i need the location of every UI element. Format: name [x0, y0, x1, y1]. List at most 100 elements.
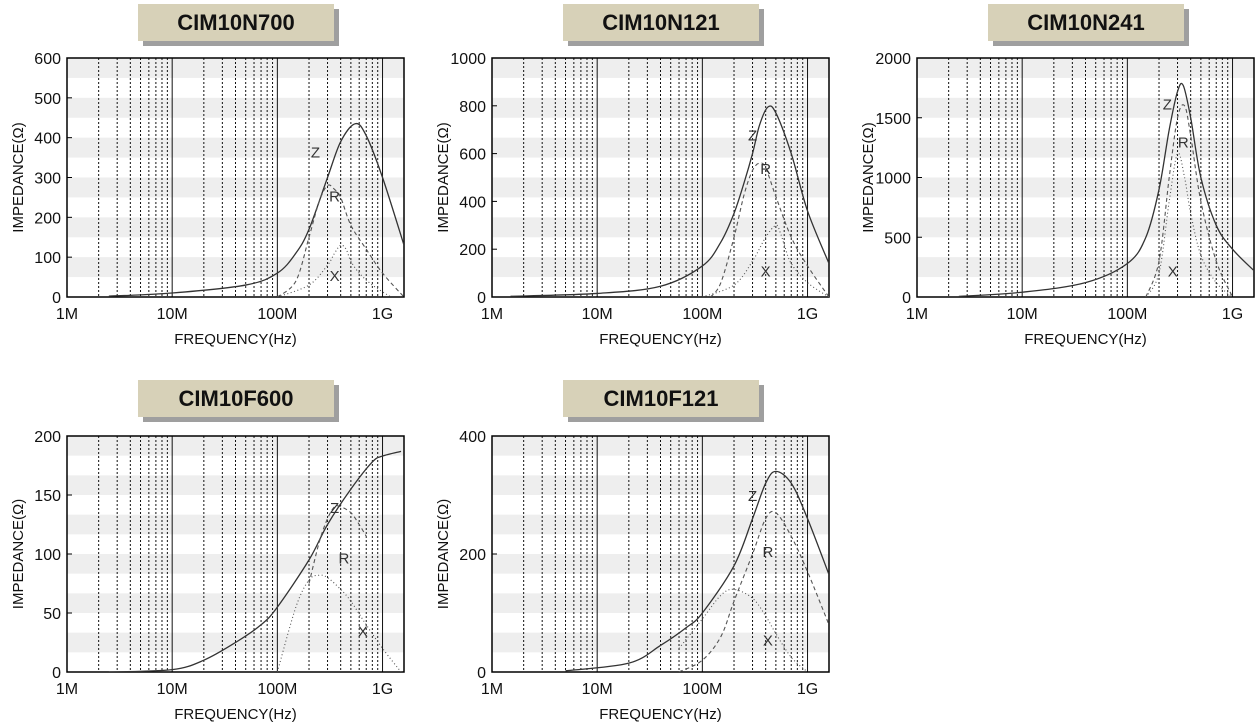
chart-title: CIM10F600 — [138, 380, 334, 417]
series-label-z: Z — [311, 145, 320, 162]
y-axis-label: IMPEDANCE(Ω) — [435, 122, 452, 232]
series-label-x: X — [358, 624, 368, 641]
series-label-r: R — [760, 161, 771, 178]
series-label-x: X — [763, 633, 773, 650]
series-line-z — [565, 470, 829, 672]
chart-svg: 0 200 400 600 800 1000 1M 10M 100M 1G FREQUENCY(Hz… — [435, 51, 830, 348]
chart-title: CIM10F121 — [563, 380, 759, 417]
series-line-x — [702, 224, 829, 297]
series-line-r — [1145, 104, 1234, 297]
chart-svg: 0 50 100 150 200 1M 10M 100M 1G FREQUENCY(Hz) IMPE… — [10, 429, 405, 723]
x-tick-label: 100M — [682, 306, 722, 323]
x-tick-label: 100M — [682, 681, 722, 698]
series-line-r — [308, 505, 367, 584]
chart-panel-0: CIM10N700 0 100 200 300 400 500 600 1M 10M 100M 1G F… — [0, 0, 425, 350]
chart-svg: 0 200 400 1M 10M 100M 1G FREQUENCY(Hz) IMPEDANCE… — [435, 429, 830, 723]
y-tick-label: 0 — [477, 665, 486, 682]
y-tick-label: 0 — [52, 665, 61, 682]
y-tick-label: 400 — [459, 194, 486, 211]
y-tick-label: 500 — [884, 230, 911, 247]
y-tick-label: 0 — [52, 290, 61, 307]
y-tick-label: 1000 — [450, 51, 486, 68]
x-tick-label: 10M — [157, 306, 188, 323]
x-tick-label: 10M — [582, 306, 613, 323]
y-axis-label: IMPEDANCE(Ω) — [10, 499, 27, 609]
x-tick-label: 1G — [372, 681, 393, 698]
series-label-x: X — [330, 268, 340, 285]
y-tick-label: 800 — [459, 99, 486, 116]
y-tick-label: 50 — [43, 606, 61, 623]
y-tick-label: 200 — [34, 210, 61, 227]
y-axis-label: IMPEDANCE(Ω) — [435, 499, 452, 609]
x-axis-label: FREQUENCY(Hz) — [599, 706, 722, 723]
grid-lines — [523, 58, 809, 297]
series-label-r: R — [762, 544, 773, 561]
x-tick-label: 10M — [582, 681, 613, 698]
y-tick-label: 1000 — [875, 171, 911, 188]
series-label-x: X — [761, 264, 771, 281]
chart-panel-4: CIM10F121 0 200 400 1M 10M 100M 1G FREQUENCY(Hz)… — [425, 376, 850, 726]
x-tick-label: 1G — [797, 306, 818, 323]
x-axis-label: FREQUENCY(Hz) — [599, 331, 722, 348]
y-tick-label: 400 — [459, 429, 486, 446]
y-tick-label: 600 — [459, 147, 486, 164]
series-label-r: R — [339, 551, 350, 568]
series-label-z: Z — [748, 488, 757, 505]
y-tick-label: 200 — [459, 242, 486, 259]
series-line-x — [277, 244, 392, 297]
y-axis-label: IMPEDANCE(Ω) — [10, 122, 27, 232]
x-axis-label: FREQUENCY(Hz) — [174, 331, 297, 348]
chart-title: CIM10N700 — [138, 4, 334, 41]
x-tick-label: 1G — [372, 306, 393, 323]
plot-frame — [491, 57, 830, 298]
series-label-r: R — [1178, 135, 1189, 152]
series-label-z: Z — [1163, 96, 1172, 113]
grid-band — [492, 593, 829, 613]
y-tick-label: 0 — [477, 290, 486, 307]
series-line-z — [958, 82, 1254, 297]
chart-panel-1: CIM10N121 0 200 400 600 800 1000 1M 10M 100M 1G FRE… — [425, 0, 850, 350]
y-tick-label: 100 — [34, 250, 61, 267]
x-tick-label: 1G — [1222, 306, 1243, 323]
y-tick-label: 600 — [34, 51, 61, 68]
grid-band — [67, 593, 404, 613]
y-tick-label: 100 — [34, 547, 61, 564]
x-tick-label: 10M — [1007, 306, 1038, 323]
grid-lines — [523, 436, 809, 672]
x-tick-label: 1M — [56, 681, 78, 698]
y-tick-label: 0 — [902, 290, 911, 307]
chart-panel-3: CIM10F600 0 50 100 150 200 1M 10M 100M 1G FREQUENC… — [0, 376, 425, 726]
x-axis-label: FREQUENCY(Hz) — [1024, 331, 1147, 348]
x-tick-label: 100M — [257, 681, 297, 698]
y-tick-label: 400 — [34, 131, 61, 148]
series-line-x — [1145, 152, 1233, 297]
x-axis-label: FREQUENCY(Hz) — [174, 706, 297, 723]
grid-band — [492, 632, 829, 653]
x-tick-label: 10M — [157, 681, 188, 698]
series-label-z: Z — [330, 500, 339, 517]
series-label-z: Z — [748, 127, 757, 144]
x-tick-label: 1G — [797, 681, 818, 698]
x-tick-label: 1M — [481, 306, 503, 323]
series-label-x: X — [1168, 264, 1178, 281]
grid-band — [67, 554, 404, 574]
x-tick-label: 1M — [56, 306, 78, 323]
x-tick-label: 100M — [257, 306, 297, 323]
y-tick-label: 2000 — [875, 51, 911, 68]
grid-band — [492, 554, 829, 574]
series-line-r — [710, 162, 829, 297]
x-tick-label: 100M — [1107, 306, 1147, 323]
y-tick-label: 150 — [34, 488, 61, 505]
y-tick-label: 200 — [459, 547, 486, 564]
y-tick-label: 500 — [34, 91, 61, 108]
x-tick-label: 1M — [481, 681, 503, 698]
chart-panel-2: CIM10N241 0 500 1000 1500 2000 1M 10M 100M 1G FREQ… — [850, 0, 1257, 350]
series-label-r: R — [329, 188, 340, 205]
series-line-r — [276, 184, 404, 297]
grid-lines — [948, 58, 1234, 297]
series-line-z — [108, 450, 402, 672]
y-tick-label: 300 — [34, 171, 61, 188]
series-line-z — [108, 122, 404, 297]
chart-svg: 0 100 200 300 400 500 600 1M 10M 100M 1G FREQUENCY(… — [10, 51, 405, 348]
